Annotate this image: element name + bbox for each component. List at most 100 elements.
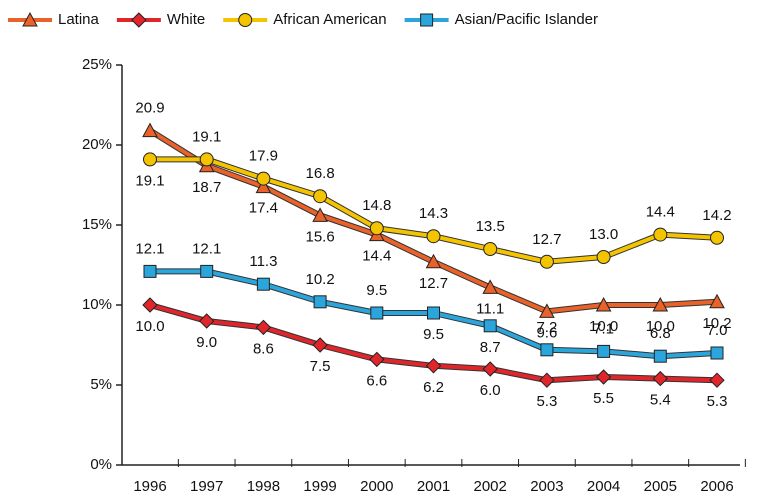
legend-item: African American <box>223 11 386 28</box>
x-tick-label: 2000 <box>360 478 393 495</box>
legend-marker <box>421 14 433 26</box>
chart: 0%5%10%15%20%25%199619971998199920002001… <box>0 0 757 501</box>
data-point <box>428 307 440 319</box>
data-label: 13.0 <box>589 226 618 243</box>
data-point <box>200 153 213 166</box>
data-point <box>540 373 554 387</box>
data-point <box>540 255 553 268</box>
legend-marker <box>132 13 146 27</box>
data-label: 6.6 <box>366 372 387 389</box>
data-label: 10.2 <box>305 271 334 288</box>
data-label: 14.4 <box>646 204 675 221</box>
data-point <box>427 359 441 373</box>
data-point <box>256 320 270 334</box>
data-label: 14.2 <box>702 207 731 224</box>
legend-marker <box>239 14 252 27</box>
data-label: 5.5 <box>593 390 614 407</box>
data-label: 8.6 <box>253 340 274 357</box>
data-label: 7.5 <box>310 358 331 375</box>
data-label: 6.0 <box>480 382 501 399</box>
legend-label: Latina <box>58 11 100 28</box>
data-label: 6.8 <box>650 325 671 342</box>
x-tick-label: 2006 <box>700 478 733 495</box>
data-label: 7.2 <box>536 319 557 336</box>
x-tick-label: 2005 <box>644 478 677 495</box>
data-point <box>313 338 327 352</box>
data-point <box>143 124 157 137</box>
data-label: 5.3 <box>707 393 728 410</box>
data-point <box>484 243 497 256</box>
legend-item: Asian/Pacific Islander <box>405 11 598 28</box>
data-point <box>483 362 497 376</box>
y-tick-label: 20% <box>82 136 112 153</box>
data-point <box>427 230 440 243</box>
data-label: 12.1 <box>192 240 221 257</box>
data-point <box>314 296 326 308</box>
data-point <box>541 344 553 356</box>
data-label: 12.7 <box>419 275 448 292</box>
data-point <box>201 265 213 277</box>
data-point <box>597 370 611 384</box>
data-label: 12.1 <box>135 240 164 257</box>
data-label: 5.3 <box>536 393 557 410</box>
data-label: 14.8 <box>362 197 391 214</box>
data-label: 7.1 <box>593 320 614 337</box>
data-point <box>654 228 667 241</box>
data-label: 14.3 <box>419 205 448 222</box>
data-point <box>710 373 724 387</box>
data-point <box>484 320 496 332</box>
data-label: 6.2 <box>423 379 444 396</box>
data-label: 5.4 <box>650 392 671 409</box>
data-label: 18.7 <box>192 179 221 196</box>
data-point <box>370 222 383 235</box>
y-tick-label: 5% <box>90 376 112 393</box>
x-tick-label: 2002 <box>474 478 507 495</box>
x-tick-label: 1997 <box>190 478 223 495</box>
x-tick-label: 1999 <box>303 478 336 495</box>
data-point <box>654 350 666 362</box>
data-label: 20.9 <box>135 100 164 117</box>
data-label: 10.0 <box>135 318 164 335</box>
x-tick-label: 1998 <box>247 478 280 495</box>
data-point <box>143 298 157 312</box>
data-point <box>371 307 383 319</box>
data-label: 8.7 <box>480 339 501 356</box>
data-label: 17.4 <box>249 200 278 217</box>
data-label: 9.0 <box>196 334 217 351</box>
data-label: 11.1 <box>476 300 504 317</box>
legend-item: White <box>117 11 205 28</box>
data-point <box>598 345 610 357</box>
data-point <box>144 153 157 166</box>
data-point <box>653 372 667 386</box>
legend-label: Asian/Pacific Islander <box>455 11 598 28</box>
data-point <box>257 172 270 185</box>
data-point <box>200 314 214 328</box>
x-tick-label: 2003 <box>530 478 563 495</box>
data-label: 16.8 <box>305 165 334 182</box>
data-label: 15.6 <box>305 228 334 245</box>
data-label: 17.9 <box>249 148 278 165</box>
legend-label: African American <box>273 11 386 28</box>
data-point <box>711 231 724 244</box>
data-point <box>370 352 384 366</box>
data-point <box>257 278 269 290</box>
data-point <box>314 190 327 203</box>
data-label: 9.5 <box>423 326 444 343</box>
data-label: 14.4 <box>362 248 391 265</box>
legend-label: White <box>167 11 205 28</box>
data-label: 19.1 <box>192 128 221 145</box>
x-tick-label: 2001 <box>417 478 450 495</box>
y-tick-label: 10% <box>82 296 112 313</box>
data-label: 9.5 <box>366 282 387 299</box>
y-tick-label: 15% <box>82 216 112 233</box>
data-label: 7.0 <box>707 322 728 339</box>
data-label: 12.7 <box>532 231 561 248</box>
data-point <box>597 251 610 264</box>
y-tick-label: 25% <box>82 56 112 73</box>
data-label: 11.3 <box>249 253 277 270</box>
legend-item: Latina <box>8 11 100 28</box>
x-tick-label: 2004 <box>587 478 620 495</box>
data-label: 13.5 <box>476 218 505 235</box>
data-point <box>711 347 723 359</box>
x-tick-label: 1996 <box>133 478 166 495</box>
